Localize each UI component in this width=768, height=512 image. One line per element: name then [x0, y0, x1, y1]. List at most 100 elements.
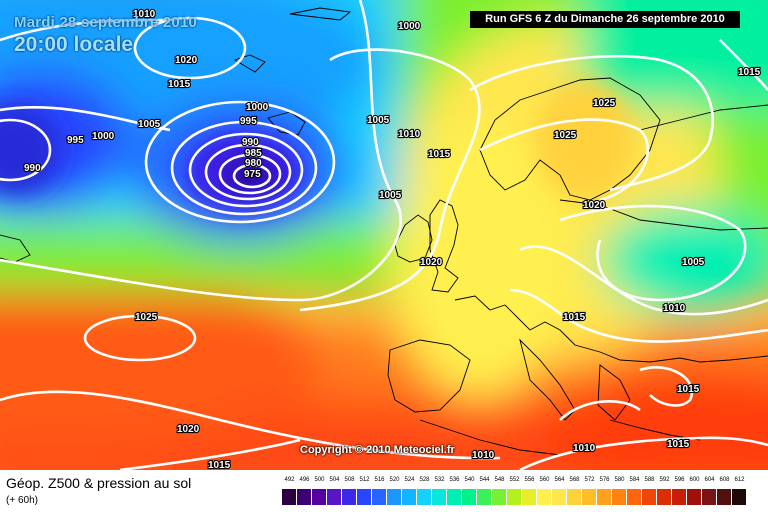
scale-color-cell [492, 489, 507, 505]
scale-color-cell [477, 489, 492, 505]
pressure-label: 1010 [472, 450, 495, 461]
pressure-label: 1000 [246, 102, 269, 113]
scale-tick-label: 600 [689, 477, 700, 483]
pressure-label: 1025 [135, 312, 158, 323]
scale-tick-label: 516 [374, 477, 385, 483]
scale-color-cell [597, 489, 612, 505]
pressure-label: 1005 [367, 115, 390, 126]
scale-tick-label: 496 [299, 477, 310, 483]
scale-tick-label: 524 [404, 477, 415, 483]
scale-color-cell [687, 489, 702, 505]
scale-color-cell [567, 489, 582, 505]
scale-tick-label: 584 [629, 477, 640, 483]
scale-color-cell [297, 489, 312, 505]
copyright-notice: Copyright © 2010 Meteociel.fr [300, 444, 455, 456]
pressure-label: 1020 [420, 257, 443, 268]
pressure-label: 1020 [175, 55, 198, 66]
field-title: Géop. Z500 & pression au sol [6, 475, 192, 491]
scale-color-cell [702, 489, 717, 505]
scale-color-cell [417, 489, 432, 505]
scale-color-cell [612, 489, 627, 505]
pressure-label: 1005 [682, 257, 705, 268]
map-canvas: 1010 1000 1020 1015 1005 995 1000 990 10… [0, 0, 768, 470]
z500-color-field [0, 0, 768, 470]
scale-tick-label: 512 [359, 477, 370, 483]
pressure-label: 1010 [573, 443, 596, 454]
scale-color-cell [462, 489, 477, 505]
pressure-label: 1015 [168, 79, 191, 90]
scale-tick-label: 520 [389, 477, 400, 483]
lead-time: (+ 60h) [6, 495, 38, 506]
pressure-label: 1015 [563, 312, 586, 323]
pressure-label: 1005 [379, 190, 402, 201]
pressure-label: 1010 [663, 303, 686, 314]
scale-color-cell [672, 489, 687, 505]
scale-color-cell [447, 489, 462, 505]
scale-tick-label: 592 [659, 477, 670, 483]
scale-tick-label: 528 [419, 477, 430, 483]
scale-tick-label: 536 [449, 477, 460, 483]
pressure-label: 1005 [138, 119, 161, 130]
scale-tick-label: 612 [734, 477, 745, 483]
scale-tick-label: 576 [599, 477, 610, 483]
pressure-label: 1010 [133, 9, 156, 20]
forecast-time: 20:00 locale [14, 33, 134, 56]
scale-color-cell [372, 489, 387, 505]
pressure-label: 995 [67, 135, 84, 146]
scale-color-cell [552, 489, 567, 505]
pressure-label: 1015 [667, 439, 690, 450]
pressure-label: 1015 [208, 460, 231, 470]
pressure-labels: 1010 1000 1020 1015 1005 995 1000 990 10… [23, 8, 762, 470]
pressure-label: 1000 [398, 21, 421, 32]
scale-tick-label: 560 [539, 477, 550, 483]
scale-tick-label: 596 [674, 477, 685, 483]
low-center-label: 975 [244, 169, 261, 180]
scale-color-cell [342, 489, 357, 505]
scale-color-cell [537, 489, 552, 505]
scale-tick-label: 532 [434, 477, 445, 483]
scale-tick-label: 608 [719, 477, 730, 483]
pressure-label: 990 [24, 163, 41, 174]
scale-color-cell [627, 489, 642, 505]
pressure-label: 1000 [92, 131, 115, 142]
scale-tick-label: 580 [614, 477, 625, 483]
scale-tick-label: 572 [584, 477, 595, 483]
pressure-label: 995 [240, 116, 257, 127]
scale-tick-label: 500 [314, 477, 325, 483]
pressure-label: 1010 [398, 129, 421, 140]
pressure-label: 985 [245, 148, 262, 159]
pressure-label: 1020 [177, 424, 200, 435]
pressure-label: 1020 [583, 200, 606, 211]
scale-color-cell [732, 489, 747, 505]
scale-tick-label: 564 [554, 477, 565, 483]
scale-color-cell [522, 489, 537, 505]
weather-map: 1010 1000 1020 1015 1005 995 1000 990 10… [0, 0, 768, 470]
pressure-label: 1025 [593, 98, 616, 109]
scale-tick-label: 544 [479, 477, 490, 483]
pressure-label: 1015 [428, 149, 451, 160]
pressure-label: 990 [242, 137, 259, 148]
scale-color-cell [312, 489, 327, 505]
scale-color-cell [432, 489, 447, 505]
isobars [0, 0, 768, 470]
scale-color-cell [507, 489, 522, 505]
scale-tick-label: 508 [344, 477, 355, 483]
scale-tick-label: 540 [464, 477, 475, 483]
scale-color-cell [657, 489, 672, 505]
pressure-label: 1015 [738, 67, 761, 78]
scale-color-cell [282, 489, 297, 505]
scale-tick-label: 604 [704, 477, 715, 483]
model-run-banner: Run GFS 6 Z du Dimanche 26 septembre 201… [470, 11, 740, 28]
scale-color-cell [387, 489, 402, 505]
scale-tick-label: 568 [569, 477, 580, 483]
coastlines [0, 7, 768, 456]
scale-tick-label: 548 [494, 477, 505, 483]
scale-tick-label: 492 [284, 477, 295, 483]
forecast-date: Mardi 28 septembre 2010 [14, 14, 198, 31]
scale-tick-label: 588 [644, 477, 655, 483]
pressure-label: 1025 [554, 130, 577, 141]
scale-color-cell [582, 489, 597, 505]
scale-tick-label: 552 [509, 477, 520, 483]
scale-tick-label: 504 [329, 477, 340, 483]
scale-color-cell [327, 489, 342, 505]
